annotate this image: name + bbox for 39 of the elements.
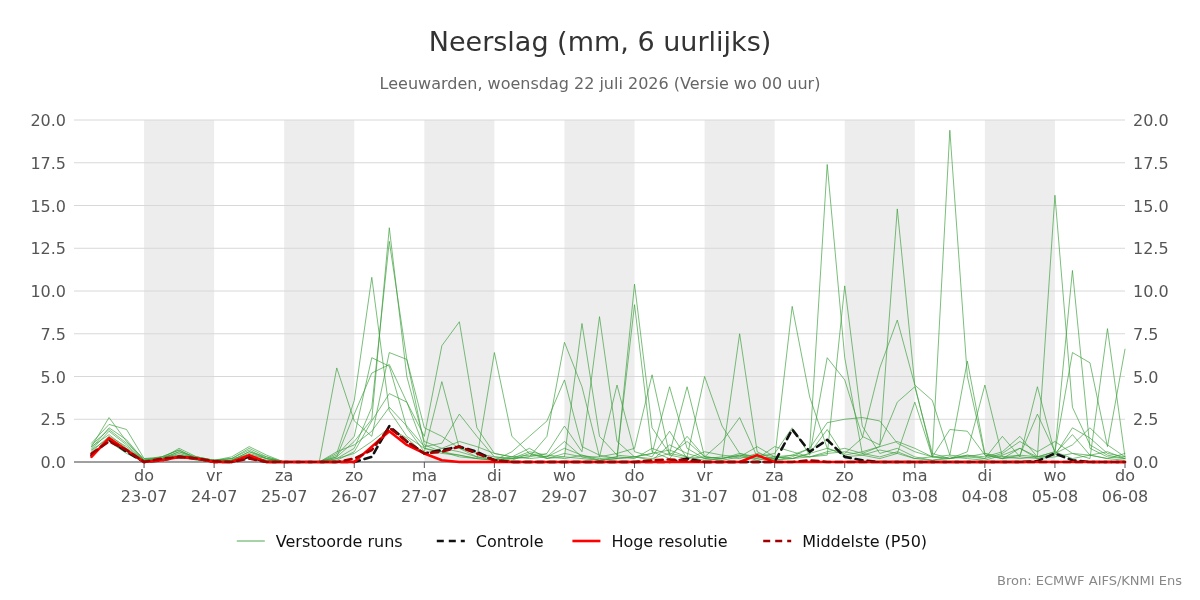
x-tick-label: ma 03-08 bbox=[891, 466, 939, 506]
x-tick-label: di 04-08 bbox=[961, 466, 1009, 506]
text: Bron: ECMWF AIFS/KNMI Ens bbox=[997, 573, 1183, 588]
y-tick-label: 20.0 bbox=[30, 111, 66, 130]
x-tick-label: do 23-07 bbox=[120, 466, 168, 506]
y2-tick-label: 10.0 bbox=[1133, 282, 1169, 301]
y2-tick-label: 0.0 bbox=[1133, 453, 1159, 472]
y2-tick-label: 17.5 bbox=[1133, 153, 1169, 173]
y-tick-label: 10.0 bbox=[30, 282, 66, 301]
legend-label: Hoge resolutie bbox=[611, 532, 728, 551]
y-tick-label: 15.0 bbox=[30, 196, 66, 216]
x-tick-label: vr 31-07 bbox=[681, 466, 728, 506]
chart-title: Neerslag (mm, 6 uurlijks) bbox=[428, 26, 772, 57]
y-tick-label: 2.5 bbox=[40, 410, 66, 430]
legend-label: Verstoorde runs bbox=[275, 532, 403, 551]
y2-tick-label: 5.0 bbox=[1133, 367, 1159, 387]
y-tick-label: 12.5 bbox=[30, 239, 66, 259]
x-tick-label: wo 05-08 bbox=[1031, 466, 1079, 506]
legend-label: Controle bbox=[475, 532, 544, 551]
chart-subtitle: Leeuwarden, woensdag 22 juli 2026 (Versie wo 00 uur) bbox=[379, 74, 821, 93]
y2-tick-label: 20.0 bbox=[1133, 111, 1169, 130]
y-tick-label: 7.5 bbox=[40, 324, 66, 344]
y-tick-label: 5.0 bbox=[40, 367, 66, 387]
x-tick-label: ma 27-07 bbox=[401, 466, 448, 506]
y-tick-label: 17.5 bbox=[30, 153, 66, 173]
x-tick-label: zo 02-08 bbox=[821, 466, 868, 506]
x-tick-label: do 30-07 bbox=[611, 466, 658, 506]
y-tick-label: 0.0 bbox=[40, 453, 66, 472]
x-tick-label: di 28-07 bbox=[471, 466, 518, 506]
legend-label: Middelste (P50) bbox=[802, 532, 928, 551]
x-tick-label: vr 24-07 bbox=[190, 466, 238, 506]
x-tick-label: za 01-08 bbox=[751, 466, 798, 506]
x-tick-label: wo 29-07 bbox=[541, 466, 588, 506]
x-tick-label: zo 26-07 bbox=[331, 466, 378, 506]
y2-tick-label: 15.0 bbox=[1133, 196, 1169, 216]
x-tick-label: za 25-07 bbox=[260, 466, 308, 506]
y2-tick-label: 2.5 bbox=[1133, 410, 1159, 430]
y2-tick-label: 12.5 bbox=[1133, 239, 1169, 259]
y2-tick-label: 7.5 bbox=[1133, 324, 1159, 344]
